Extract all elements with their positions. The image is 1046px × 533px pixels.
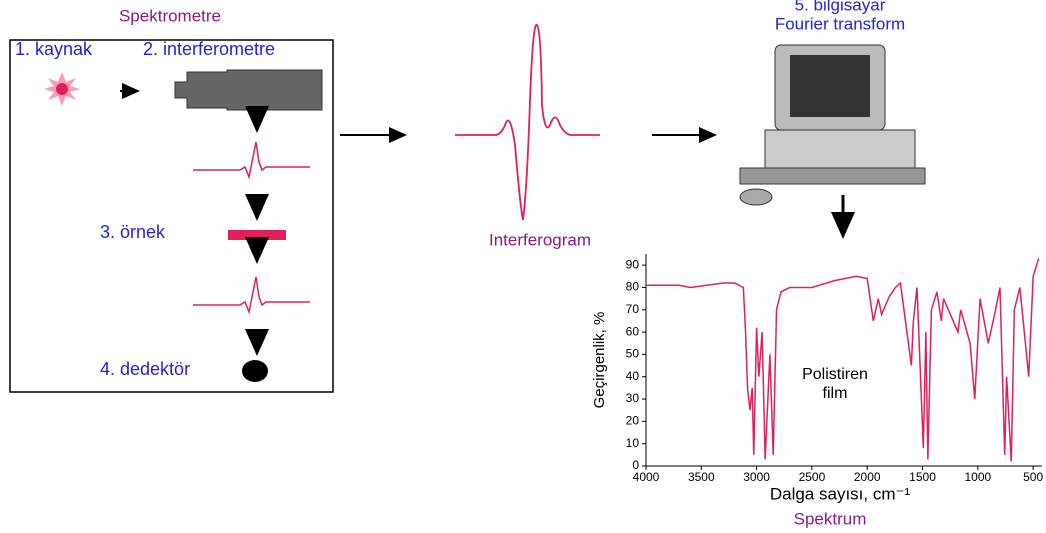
x-tick-label: 2000 (854, 470, 881, 484)
sample-label: 3. örnek (100, 222, 166, 242)
y-axis-label: Geçirgenlik, % (591, 312, 608, 409)
title: Spektrometre (119, 6, 221, 25)
y-tick-label: 20 (626, 414, 640, 428)
small-wave (193, 142, 310, 177)
interferogram (455, 25, 600, 220)
x-tick-label: 1000 (964, 470, 991, 484)
computer-label: Fourier transform (775, 14, 905, 33)
y-tick-label: 30 (626, 391, 640, 405)
x-axis-label: Dalga sayısı, cm⁻¹ (770, 484, 911, 503)
interferometer-icon (175, 70, 322, 110)
sample-icon (228, 230, 286, 240)
interferometer-label: 2. interferometre (143, 39, 275, 59)
page: {"header": {"title": "Spektrometre"}, "s… (0, 0, 1046, 533)
small-wave (193, 277, 310, 312)
x-tick-label: 4000 (633, 470, 660, 484)
detector-label: 4. dedektör (100, 359, 190, 379)
body: Spektrometre 1. kaynak 2. interferometre… (0, 0, 1046, 533)
spectrum-label: Spektrum (794, 509, 867, 528)
y-tick-label: 50 (626, 347, 640, 361)
y-tick-label: 70 (626, 302, 640, 316)
x-tick-label: 2500 (799, 470, 826, 484)
y-tick-label: 60 (626, 324, 640, 338)
diagram: Spektrometre 1. kaynak 2. interferometre… (0, 0, 1046, 533)
detector-icon (242, 360, 268, 382)
source-label: 1. kaynak (15, 39, 93, 59)
y-tick-label: 10 (626, 436, 640, 450)
x-tick-label: 500 (1023, 470, 1043, 484)
x-tick-label: 1500 (909, 470, 936, 484)
annotation: Polistiren (802, 366, 868, 383)
y-tick-label: 90 (626, 257, 640, 271)
x-tick-label: 3500 (688, 470, 715, 484)
y-tick-label: 40 (626, 369, 640, 383)
source-star (44, 72, 80, 106)
spectrum-line (646, 258, 1039, 461)
computer-icon (740, 45, 925, 205)
interferogram-label: Interferogram (489, 230, 591, 249)
y-tick-label: 80 (626, 280, 640, 294)
x-tick-label: 3000 (743, 470, 770, 484)
computer-label: 5. bilgisayar (795, 0, 886, 14)
annotation: film (823, 385, 848, 402)
